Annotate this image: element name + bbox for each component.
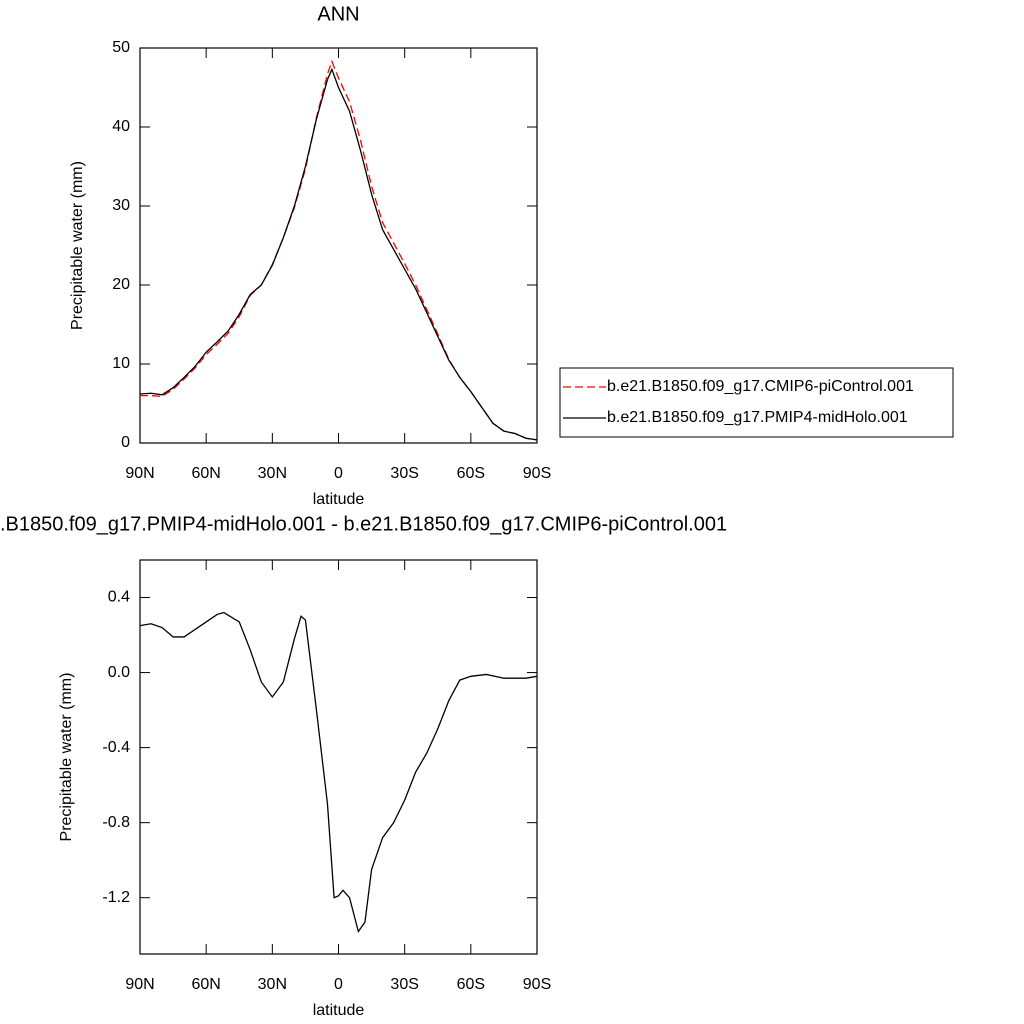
x-tick-label: 90S bbox=[523, 976, 551, 993]
y-tick-label: 0.0 bbox=[108, 664, 130, 681]
x-axis-label: latitude bbox=[313, 491, 365, 508]
x-tick-label: 90N bbox=[125, 976, 154, 993]
x-tick-label: 60S bbox=[457, 976, 485, 993]
x-tick-label: 30N bbox=[258, 976, 287, 993]
data-line bbox=[139, 611, 538, 934]
y-tick-label: 10 bbox=[112, 355, 130, 372]
y-tick-label: -0.8 bbox=[102, 814, 130, 831]
x-tick-label: 30S bbox=[390, 465, 418, 482]
plot-frame bbox=[139, 47, 538, 444]
x-tick-label: 90S bbox=[523, 465, 551, 482]
x-tick-label: 60S bbox=[457, 465, 485, 482]
x-tick-label: 90N bbox=[125, 465, 154, 482]
legend-label: b.e21.B1850.f09_g17.CMIP6-piControl.001 bbox=[607, 378, 914, 395]
chart-title: b.e21.B1850.f09_g17.PMIP4-midHolo.001 - … bbox=[0, 513, 727, 535]
y-tick-label: 0.4 bbox=[108, 589, 130, 606]
x-axis-label: latitude bbox=[313, 1002, 365, 1019]
y-tick-label: -1.2 bbox=[102, 889, 130, 906]
y-tick-label: -0.4 bbox=[102, 739, 130, 756]
y-tick-label: 40 bbox=[112, 118, 130, 135]
legend-box bbox=[559, 367, 954, 438]
chart-title: ANN bbox=[317, 3, 359, 25]
data-line bbox=[139, 67, 538, 441]
x-tick-label: 0 bbox=[334, 465, 343, 482]
y-axis-label: Precipitable water (mm) bbox=[58, 673, 75, 842]
y-axis-label: Precipitable water (mm) bbox=[69, 161, 86, 330]
data-line bbox=[140, 59, 538, 441]
legend-label: b.e21.B1850.f09_g17.PMIP4-midHolo.001 bbox=[607, 409, 908, 426]
x-tick-label: 0 bbox=[334, 976, 343, 993]
x-tick-label: 60N bbox=[191, 465, 220, 482]
y-tick-label: 20 bbox=[112, 276, 130, 293]
y-tick-label: 0 bbox=[121, 434, 130, 451]
x-tick-label: 30N bbox=[258, 465, 287, 482]
y-tick-label: 30 bbox=[112, 197, 130, 214]
x-tick-label: 60N bbox=[191, 976, 220, 993]
y-tick-label: 50 bbox=[112, 39, 130, 56]
x-tick-label: 30S bbox=[390, 976, 418, 993]
